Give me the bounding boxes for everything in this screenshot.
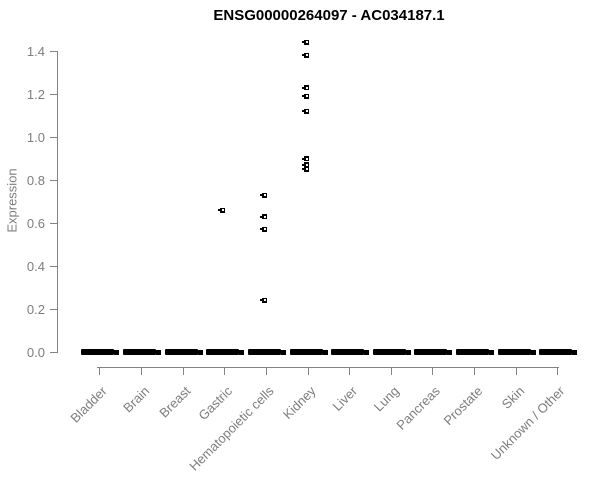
zero-cluster-bar [247,349,281,355]
zero-cluster-point [197,350,203,355]
x-category-label: Kidney [280,383,319,423]
y-tick [50,51,57,52]
zero-cluster-point [155,350,161,355]
y-tick-label: 0.2 [26,302,45,317]
zero-cluster-point [239,350,245,355]
zero-cluster-bar [122,349,156,355]
x-category-label: Liver [329,383,360,414]
y-tick-label: 0.8 [26,173,45,188]
x-tick [266,367,267,375]
data-point [302,93,309,99]
y-tick-label: 0.4 [26,259,45,274]
zero-cluster-point [405,350,411,355]
x-tick [349,367,350,375]
x-tick [474,367,475,375]
zero-cluster-point [322,350,328,355]
zero-cluster-point [114,350,120,355]
y-tick-label: 1.4 [26,44,45,59]
y-tick [50,352,57,353]
zero-cluster-bar [456,349,490,355]
y-tick-label: 0.0 [26,345,45,360]
x-category-label: Hematopoietic cells [186,383,277,474]
data-point [302,156,309,161]
x-tick [224,367,225,375]
zero-cluster-point [489,350,495,355]
y-tick [50,94,57,95]
x-category-label: Skin [498,383,527,412]
zero-cluster-point [530,350,536,355]
x-axis-line [97,367,559,368]
x-category-label: Brain [119,383,152,416]
chart-title: ENSG00000264097 - AC034187.1 [213,7,445,24]
zero-cluster-bar [289,349,323,355]
data-point [302,162,309,168]
y-tick-label: 1.2 [26,87,45,102]
y-tick [50,266,57,267]
y-tick-label: 0.6 [26,216,45,231]
zero-cluster-point [280,350,286,355]
zero-cluster-bar [372,349,406,355]
zero-cluster-bar [414,349,448,355]
data-point [302,85,309,91]
x-tick [432,367,433,375]
zero-cluster-point [572,350,578,355]
x-category-label: Unknown / Other [488,383,568,463]
x-category-label: Breast [156,383,194,421]
x-tick [308,367,309,375]
x-category-label: Pancreas [393,383,443,433]
y-tick-label: 1.0 [26,130,45,145]
zero-cluster-point [364,350,370,355]
zero-cluster-bar [81,349,115,355]
data-point [302,166,309,172]
x-category-label: Lung [370,383,402,415]
data-point [260,226,267,232]
y-axis-line [57,51,58,353]
x-tick [183,367,184,375]
x-tick [391,367,392,375]
data-point [302,39,309,45]
zero-cluster-bar [206,349,240,355]
x-category-label: Prostate [440,383,485,429]
x-category-label: Gastric [195,383,235,424]
data-point [302,52,309,58]
zero-cluster-bar [331,349,365,355]
y-tick [50,180,57,181]
y-tick [50,309,57,310]
data-point [260,214,267,220]
x-tick [557,367,558,375]
y-axis-title: Expression [4,168,20,233]
data-point [260,192,267,198]
x-tick [99,367,100,375]
x-tick [141,367,142,375]
zero-cluster-point [447,350,453,355]
data-point [302,108,309,114]
x-tick [516,367,517,375]
data-point [260,297,267,303]
zero-cluster-bar [164,349,198,355]
x-category-label: Bladder [67,383,110,426]
zero-cluster-bar [539,349,573,355]
zero-cluster-bar [497,349,531,355]
data-point [218,207,225,213]
y-tick [50,137,57,138]
y-tick [50,223,57,224]
